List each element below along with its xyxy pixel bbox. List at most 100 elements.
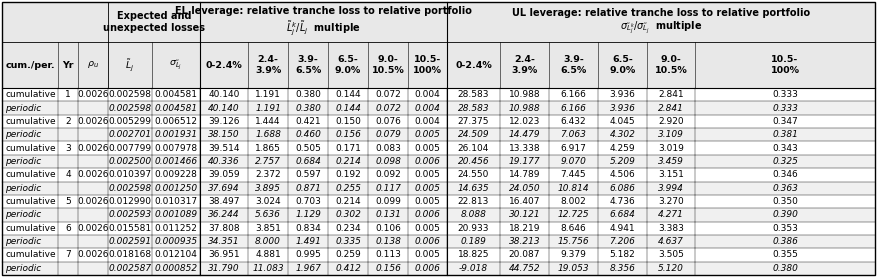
Text: 38.150: 38.150 xyxy=(208,130,239,139)
Text: 7.445: 7.445 xyxy=(560,170,587,179)
Text: 0.259: 0.259 xyxy=(335,250,360,260)
Text: cumulative: cumulative xyxy=(5,224,55,233)
Text: 4.506: 4.506 xyxy=(610,170,635,179)
Text: 0.007799: 0.007799 xyxy=(109,143,152,153)
Text: 0.333: 0.333 xyxy=(772,90,798,99)
Text: 0.002593: 0.002593 xyxy=(109,211,152,219)
Text: 37.694: 37.694 xyxy=(208,184,239,193)
Text: 0.072: 0.072 xyxy=(375,90,401,99)
Text: 0.144: 0.144 xyxy=(335,104,361,112)
Text: 0.156: 0.156 xyxy=(335,130,361,139)
Text: 0.006: 0.006 xyxy=(415,211,440,219)
Text: 0.005: 0.005 xyxy=(415,250,440,260)
Text: 11.083: 11.083 xyxy=(253,264,284,273)
Text: 39.059: 39.059 xyxy=(208,170,239,179)
Bar xyxy=(2,42,875,88)
Text: 0.156: 0.156 xyxy=(375,264,401,273)
Text: 0.005: 0.005 xyxy=(415,170,440,179)
Text: 0.005: 0.005 xyxy=(415,184,440,193)
Text: 0.099: 0.099 xyxy=(375,197,401,206)
Text: 4.941: 4.941 xyxy=(610,224,635,233)
Text: 0.684: 0.684 xyxy=(295,157,321,166)
Text: 2.4-
3.9%: 2.4- 3.9% xyxy=(511,55,538,75)
Text: 7: 7 xyxy=(65,250,71,260)
Text: cum./per.: cum./per. xyxy=(5,60,54,70)
Bar xyxy=(2,2,875,42)
Text: 19.177: 19.177 xyxy=(509,157,540,166)
Text: 39.514: 39.514 xyxy=(208,143,239,153)
Text: periodic: periodic xyxy=(5,264,41,273)
Text: 20.087: 20.087 xyxy=(509,250,540,260)
Text: 0.001250: 0.001250 xyxy=(154,184,197,193)
Text: 0.005: 0.005 xyxy=(415,130,440,139)
Text: 5: 5 xyxy=(65,197,71,206)
Text: 16.407: 16.407 xyxy=(509,197,540,206)
Text: 0.006: 0.006 xyxy=(415,157,440,166)
Text: 8.002: 8.002 xyxy=(560,197,587,206)
Text: 5.182: 5.182 xyxy=(610,250,635,260)
Bar xyxy=(2,128,875,142)
Text: 4.045: 4.045 xyxy=(610,117,635,126)
Text: cumulative: cumulative xyxy=(5,143,55,153)
Text: 0.005: 0.005 xyxy=(415,197,440,206)
Text: 9.0-
10.5%: 9.0- 10.5% xyxy=(372,55,404,75)
Text: 0.072: 0.072 xyxy=(375,104,401,112)
Text: cumulative: cumulative xyxy=(5,90,55,99)
Text: $\sigma_{\tilde{L}_j}$: $\sigma_{\tilde{L}_j}$ xyxy=(169,58,182,72)
Text: 34.351: 34.351 xyxy=(208,237,239,246)
Text: 0.004: 0.004 xyxy=(415,117,440,126)
Text: 0.079: 0.079 xyxy=(375,130,401,139)
Text: 8.356: 8.356 xyxy=(610,264,636,273)
Text: 0.380: 0.380 xyxy=(295,90,321,99)
Text: 3.019: 3.019 xyxy=(658,143,684,153)
Text: 19.053: 19.053 xyxy=(558,264,589,273)
Text: 0.002598: 0.002598 xyxy=(109,104,152,112)
Text: 15.756: 15.756 xyxy=(558,237,589,246)
Text: 0.007978: 0.007978 xyxy=(154,143,197,153)
Text: 12.023: 12.023 xyxy=(509,117,540,126)
Text: 0.355: 0.355 xyxy=(772,250,798,260)
Text: 0.144: 0.144 xyxy=(335,90,360,99)
Text: 0.004: 0.004 xyxy=(415,90,440,99)
Text: 7.063: 7.063 xyxy=(560,130,587,139)
Text: 40.336: 40.336 xyxy=(208,157,239,166)
Text: 0.363: 0.363 xyxy=(772,184,798,193)
Text: cumulative: cumulative xyxy=(5,250,55,260)
Text: 0.214: 0.214 xyxy=(335,197,360,206)
Text: 0.390: 0.390 xyxy=(772,211,798,219)
Text: 40.140: 40.140 xyxy=(208,104,239,112)
Text: 0.002598: 0.002598 xyxy=(109,90,152,99)
Text: 22.813: 22.813 xyxy=(458,197,489,206)
Text: 4.637: 4.637 xyxy=(658,237,684,246)
Text: 1.688: 1.688 xyxy=(255,130,281,139)
Text: 0.0026: 0.0026 xyxy=(77,224,109,233)
Text: 1: 1 xyxy=(65,90,71,99)
Text: 3.024: 3.024 xyxy=(255,197,281,206)
Text: 6.086: 6.086 xyxy=(610,184,636,193)
Text: 14.635: 14.635 xyxy=(458,184,489,193)
Text: 0.505: 0.505 xyxy=(295,143,321,153)
Text: 0.325: 0.325 xyxy=(772,157,798,166)
Text: 0.005299: 0.005299 xyxy=(109,117,152,126)
Text: 0.002591: 0.002591 xyxy=(109,237,152,246)
Text: 0.005: 0.005 xyxy=(415,143,440,153)
Text: periodic: periodic xyxy=(5,104,41,112)
Text: 0.412: 0.412 xyxy=(335,264,361,273)
Text: 3.936: 3.936 xyxy=(610,90,636,99)
Text: 3.151: 3.151 xyxy=(658,170,684,179)
Text: 1.191: 1.191 xyxy=(255,104,281,112)
Text: 27.375: 27.375 xyxy=(458,117,489,126)
Bar xyxy=(2,208,875,222)
Bar xyxy=(2,262,875,275)
Text: 3.383: 3.383 xyxy=(658,224,684,233)
Text: 18.219: 18.219 xyxy=(509,224,540,233)
Text: 14.789: 14.789 xyxy=(509,170,540,179)
Text: 6.917: 6.917 xyxy=(560,143,587,153)
Text: 2.841: 2.841 xyxy=(658,104,684,112)
Text: 4.881: 4.881 xyxy=(255,250,281,260)
Text: 20.456: 20.456 xyxy=(458,157,489,166)
Text: 0.0026: 0.0026 xyxy=(77,250,109,260)
Text: 1.191: 1.191 xyxy=(255,90,281,99)
Text: 10.814: 10.814 xyxy=(558,184,589,193)
Text: 0.255: 0.255 xyxy=(335,184,361,193)
